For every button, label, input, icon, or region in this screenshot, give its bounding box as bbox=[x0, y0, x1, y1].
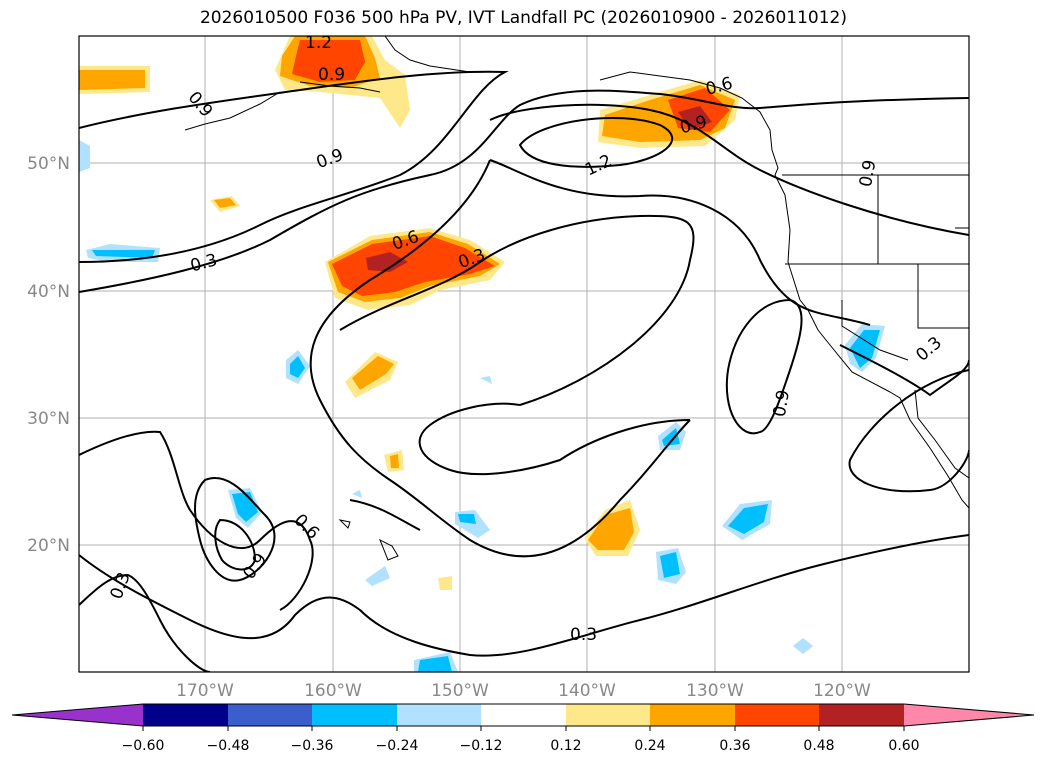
colorbar-bin bbox=[819, 704, 904, 726]
lon-label: 150°W bbox=[431, 681, 489, 701]
contour-label: 0.9 bbox=[770, 388, 794, 418]
lon-label: 160°W bbox=[304, 681, 362, 701]
colorbar-bin bbox=[312, 704, 397, 726]
colorbar-bin bbox=[566, 704, 650, 726]
lat-label: 50°N bbox=[27, 154, 70, 174]
pv-contours bbox=[79, 70, 969, 672]
colorbar-bin bbox=[228, 704, 312, 726]
contour-label: 0.9 bbox=[856, 158, 880, 188]
colorbar-tick-label: −0.12 bbox=[460, 738, 503, 754]
ivt-fill-positive bbox=[79, 36, 740, 590]
colorbar-extend-right bbox=[904, 704, 1034, 726]
colorbar-tick-label: −0.24 bbox=[376, 738, 419, 754]
colorbar-tick-label: 0.60 bbox=[888, 738, 919, 754]
lat-label: 30°N bbox=[27, 409, 70, 429]
colorbar: −0.60 −0.48 −0.36 −0.24 −0.12 0.12 0.24 … bbox=[11, 703, 1035, 754]
colorbar-bin bbox=[650, 704, 735, 726]
lat-label: 40°N bbox=[27, 282, 70, 302]
colorbar-bin bbox=[481, 704, 566, 726]
colorbar-tick-label: −0.36 bbox=[291, 738, 334, 754]
map-frame bbox=[78, 35, 970, 673]
contour-label: 1.2 bbox=[305, 33, 332, 53]
contour-label: 0.3 bbox=[570, 625, 597, 645]
lon-label: 140°W bbox=[558, 681, 616, 701]
colorbar-tick-label: 0.12 bbox=[550, 738, 581, 754]
colorbar-tick-marks bbox=[142, 726, 905, 731]
colorbar-tick-label: −0.60 bbox=[122, 738, 165, 754]
colorbar-bin bbox=[735, 704, 819, 726]
colorbar-bin bbox=[397, 704, 481, 726]
colorbar-tick-label: −0.48 bbox=[207, 738, 250, 754]
plot-title: 2026010500 F036 500 hPa PV, IVT Landfall… bbox=[199, 8, 847, 28]
lon-label: 170°W bbox=[176, 681, 234, 701]
colorbar-tick-label: 0.36 bbox=[719, 738, 750, 754]
colorbar-extend-left bbox=[12, 704, 143, 726]
longitude-labels: 170°W 160°W 150°W 140°W 130°W 120°W bbox=[176, 681, 871, 701]
colorbar-tick-label: 0.24 bbox=[634, 738, 665, 754]
lon-label: 130°W bbox=[686, 681, 744, 701]
gridlines bbox=[79, 36, 969, 672]
coastlines bbox=[184, 36, 969, 561]
colorbar-tick-label: 0.48 bbox=[803, 738, 834, 754]
ivt-fill-negative bbox=[79, 140, 885, 672]
contour-label: 0.9 bbox=[318, 65, 345, 85]
lon-label: 120°W bbox=[813, 681, 871, 701]
colorbar-bin bbox=[143, 704, 228, 726]
latitude-labels: 50°N 40°N 30°N 20°N bbox=[27, 154, 70, 556]
lat-label: 20°N bbox=[27, 536, 70, 556]
map-background bbox=[79, 36, 969, 672]
